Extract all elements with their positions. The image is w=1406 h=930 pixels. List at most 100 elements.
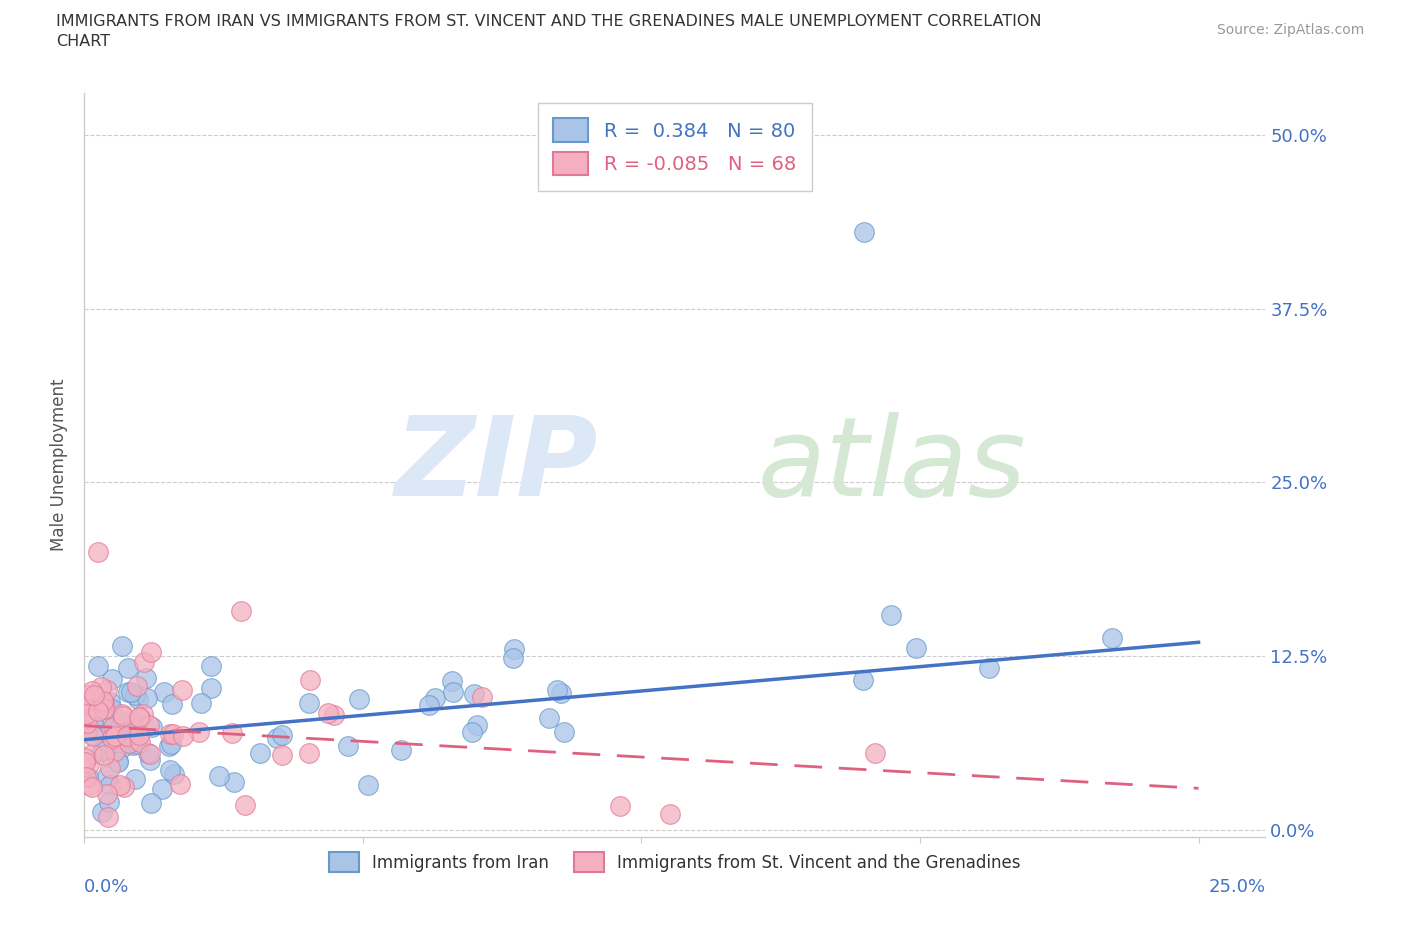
Point: [502, 642, 524, 657]
Point: [91, 693, 114, 708]
Point: [98, 695, 121, 710]
Point: [108, 720, 131, 735]
Point: [124, 772, 146, 787]
Point: [159, 737, 181, 751]
Point: [111, 709, 134, 724]
Point: [77, 694, 100, 709]
Point: [132, 655, 155, 670]
Point: [132, 706, 155, 721]
Point: [266, 730, 288, 745]
Point: [221, 725, 243, 740]
Point: [172, 729, 194, 744]
Point: [120, 684, 142, 699]
Point: [83, 688, 105, 703]
Point: [153, 684, 176, 699]
Point: [298, 696, 321, 711]
Text: Source: ZipAtlas.com: Source: ZipAtlas.com: [1216, 23, 1364, 37]
Point: [160, 697, 183, 711]
Point: [111, 730, 134, 745]
Point: [93, 701, 115, 716]
Point: [537, 711, 560, 725]
Point: [86, 725, 108, 740]
Point: [87, 658, 110, 673]
Text: CHART: CHART: [56, 34, 110, 49]
Point: [103, 716, 125, 731]
Point: [322, 708, 344, 723]
Point: [101, 672, 124, 687]
Point: [97, 708, 120, 723]
Point: [75, 754, 97, 769]
Point: [853, 225, 876, 240]
Point: [163, 766, 186, 781]
Point: [117, 660, 139, 675]
Point: [977, 660, 1000, 675]
Point: [82, 747, 104, 762]
Point: [502, 651, 524, 666]
Point: [93, 742, 115, 757]
Point: [136, 691, 159, 706]
Point: [77, 757, 100, 772]
Point: [87, 704, 110, 719]
Point: [77, 777, 100, 792]
Point: [162, 726, 184, 741]
Point: [111, 639, 134, 654]
Point: [104, 743, 127, 758]
Point: [80, 684, 103, 698]
Point: [1101, 631, 1123, 645]
Y-axis label: Male Unemployment: Male Unemployment: [51, 379, 69, 551]
Point: [136, 746, 159, 761]
Text: ZIP: ZIP: [395, 411, 598, 519]
Point: [418, 698, 440, 712]
Point: [73, 751, 96, 765]
Point: [249, 746, 271, 761]
Point: [337, 738, 360, 753]
Point: [208, 768, 231, 783]
Point: [139, 752, 162, 767]
Point: [441, 684, 464, 699]
Point: [80, 780, 103, 795]
Point: [553, 725, 575, 740]
Point: [75, 707, 97, 722]
Point: [97, 809, 120, 824]
Point: [550, 685, 572, 700]
Point: [461, 724, 484, 739]
Point: [77, 770, 100, 785]
Point: [157, 738, 180, 753]
Point: [905, 640, 928, 655]
Point: [880, 608, 903, 623]
Point: [125, 737, 148, 751]
Point: [356, 777, 378, 792]
Point: [107, 753, 129, 768]
Point: [471, 690, 494, 705]
Point: [117, 684, 139, 699]
Point: [318, 706, 340, 721]
Text: 0.0%: 0.0%: [84, 878, 129, 896]
Point: [112, 779, 135, 794]
Text: atlas: atlas: [758, 411, 1026, 519]
Point: [200, 680, 222, 695]
Point: [96, 787, 118, 802]
Point: [200, 658, 222, 673]
Point: [111, 739, 134, 754]
Point: [546, 682, 568, 697]
Point: [609, 799, 631, 814]
Point: [103, 731, 125, 746]
Point: [100, 761, 122, 776]
Point: [125, 678, 148, 693]
Point: [423, 690, 446, 705]
Point: [80, 707, 103, 722]
Point: [90, 804, 112, 819]
Point: [129, 711, 152, 726]
Point: [440, 673, 463, 688]
Point: [187, 725, 209, 740]
Point: [222, 775, 245, 790]
Point: [76, 723, 98, 737]
Point: [82, 727, 104, 742]
Point: [117, 729, 139, 744]
Point: [118, 727, 141, 742]
Point: [111, 707, 134, 722]
Point: [299, 672, 322, 687]
Point: [465, 718, 488, 733]
Point: [349, 692, 371, 707]
Point: [79, 707, 101, 722]
